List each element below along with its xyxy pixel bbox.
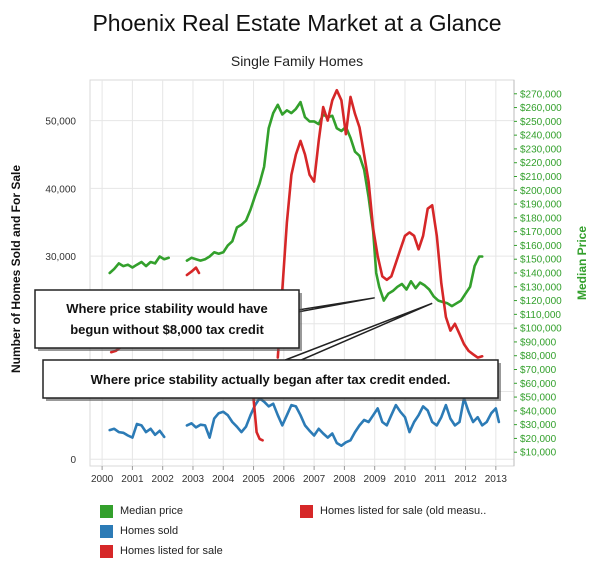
y2-tick-label: $110,000 xyxy=(520,310,561,321)
x-tick-label: 2002 xyxy=(152,474,175,485)
legend-swatch xyxy=(100,524,113,538)
series-layer xyxy=(108,88,501,447)
y-tick-label: 40,000 xyxy=(45,184,76,195)
series-line-homes-listed-for-sale xyxy=(252,397,264,442)
y2-tick-label: $260,000 xyxy=(520,103,562,114)
legend-swatch xyxy=(300,504,313,518)
callout-text: Where price stability actually began aft… xyxy=(91,372,451,387)
y2-tick-label: $30,000 xyxy=(520,420,557,431)
x-tick-label: 2011 xyxy=(424,474,446,485)
x-tick-label: 2010 xyxy=(394,474,417,485)
x-tick-label: 2008 xyxy=(333,474,356,485)
x-tick-label: 2013 xyxy=(485,474,508,485)
legend-item-homes-sold[interactable]: Homes sold xyxy=(100,523,178,539)
y-tick-label: 30,000 xyxy=(45,252,76,263)
y2-tick-label: $100,000 xyxy=(520,324,562,335)
legend-label: Median price xyxy=(120,505,183,518)
x-tick-label: 2009 xyxy=(364,474,387,485)
legend-label: Homes listed for sale (old measu.. xyxy=(320,505,487,518)
callout-box xyxy=(34,289,300,349)
y2-tick-label: $190,000 xyxy=(520,200,562,211)
y2-tick-label: $250,000 xyxy=(520,117,562,128)
x-tick-label: 2003 xyxy=(182,474,205,485)
x-tick-label: 2012 xyxy=(454,474,477,485)
legend-item-homes-listed[interactable]: Homes listed for sale xyxy=(100,543,223,559)
y2-tick-label: $40,000 xyxy=(520,406,557,417)
y-axis-title: Number of Homes Sold and For Sale xyxy=(9,165,23,373)
series-line-median-price xyxy=(185,100,484,308)
y2-axis-title: Median Price xyxy=(575,226,589,300)
chart-subtitle: Single Family Homes xyxy=(230,53,364,69)
y2-tick-label: $270,000 xyxy=(520,89,562,100)
x-tick-label: 2007 xyxy=(303,474,326,485)
x-tick-label: 2001 xyxy=(121,474,144,485)
y2-tick-label: $20,000 xyxy=(520,434,557,445)
legend-item-homes-listed-old[interactable]: Homes listed for sale (old measu.. xyxy=(300,503,486,519)
series-line-homes-sold xyxy=(108,422,166,439)
y2-tick-label: $200,000 xyxy=(520,186,562,197)
series-line-homes-listed-for-sale xyxy=(276,88,484,359)
legend-swatch xyxy=(100,504,113,518)
x-tick-label: 2004 xyxy=(212,474,235,485)
y2-tick-label: $140,000 xyxy=(520,269,562,280)
y2-tick-label: $130,000 xyxy=(520,282,562,293)
grid-layer xyxy=(89,79,515,467)
y2-tick-label: $150,000 xyxy=(520,255,562,266)
y2-tick-label: $10,000 xyxy=(520,448,557,459)
x-tick-label: 2006 xyxy=(273,474,296,485)
y2-tick-label: $120,000 xyxy=(520,296,562,307)
callout-text: Where price stability would have xyxy=(66,301,268,316)
y2-tick-label: $210,000 xyxy=(520,172,562,183)
annotation-layer: Where price stability would have begun wi… xyxy=(34,289,501,401)
legend-label: Homes sold xyxy=(120,525,179,538)
plot-frame xyxy=(89,79,515,467)
series-line-homes-sold xyxy=(185,397,501,447)
y2-tick-label: $60,000 xyxy=(520,379,557,390)
x-tick-label: 2005 xyxy=(242,474,265,485)
series-line-homes-listed-for-sale xyxy=(185,266,201,277)
y-tick-label: 0 xyxy=(70,455,76,466)
y2-tick-label: $240,000 xyxy=(520,131,562,142)
callout-box xyxy=(42,359,499,399)
legend-swatch xyxy=(100,544,113,558)
y2-tick-label: $70,000 xyxy=(520,365,557,376)
y2-tick-label: $170,000 xyxy=(520,227,562,238)
y2-tick-label: $220,000 xyxy=(520,158,562,169)
callout-pointer xyxy=(284,302,433,361)
x-tick-label: 2000 xyxy=(91,474,114,485)
y2-tick-label: $180,000 xyxy=(520,213,562,224)
y-tick-label: 50,000 xyxy=(45,117,76,128)
callout-text: begun without $8,000 tax credit xyxy=(70,322,264,337)
y2-tick-label: $50,000 xyxy=(520,393,557,404)
y2-tick-label: $160,000 xyxy=(520,241,562,252)
legend-label: Homes listed for sale xyxy=(120,545,223,558)
y2-tick-label: $230,000 xyxy=(520,144,562,155)
y2-tick-label: $90,000 xyxy=(520,337,557,348)
y2-tick-label: $80,000 xyxy=(520,351,557,362)
axis-layer: 2000 2001 2002 2003 2004 2005 2006 2007 2008 2009… xyxy=(9,80,589,485)
legend-item-median-price[interactable]: Median price xyxy=(100,503,183,519)
series-line-median-price xyxy=(108,255,170,275)
chart-title: Phoenix Real Estate Market at a Glance xyxy=(92,10,502,36)
